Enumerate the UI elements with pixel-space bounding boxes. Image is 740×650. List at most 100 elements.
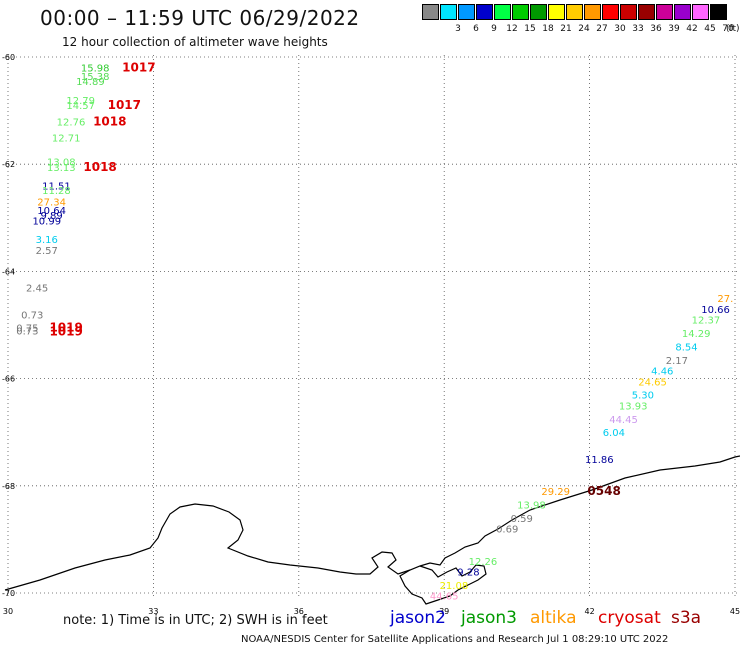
wave-height-label: 12.76 (57, 117, 86, 128)
scale-label: 42 (686, 24, 698, 34)
scale-swatch (638, 4, 655, 20)
satellite-altika: altika (530, 608, 577, 628)
scale-swatch (656, 4, 673, 20)
lat-tick-label: -68 (2, 482, 15, 491)
scale-swatch (458, 4, 475, 20)
scale-label: 30 (614, 24, 626, 34)
wave-height-label: 9.89 (40, 211, 62, 222)
scale-label: 18 (542, 24, 554, 34)
wave-height-label: 0.59 (511, 514, 533, 525)
scale-label: 36 (650, 24, 662, 34)
pressure-label: 1017 (122, 61, 155, 75)
wave-height-label: 27. (717, 294, 733, 305)
scale-swatch (548, 4, 565, 20)
wave-height-label: 9.28 (457, 568, 479, 579)
pressure-label: 1019 (49, 321, 82, 335)
wave-height-label: 11.28 (42, 186, 71, 197)
lon-tick-label: 39 (439, 607, 449, 616)
wave-height-label: 14.57 (66, 101, 95, 112)
scale-swatch (440, 4, 457, 20)
legend-note: note: 1) Time is in UTC; 2) SWH is in fe… (63, 613, 328, 628)
lon-tick-label: 30 (3, 607, 13, 616)
scale-label: 45 (704, 24, 716, 34)
wave-height-label: 10.66 (701, 305, 730, 316)
wave-height-label: 6.04 (603, 428, 625, 439)
scale-label: 21 (560, 24, 572, 34)
lon-tick-label: 36 (294, 607, 304, 616)
coastline (4, 455, 740, 605)
wave-height-label: 13.93 (619, 401, 648, 412)
lat-tick-label: -66 (2, 375, 15, 384)
scale-label: 27 (596, 24, 608, 34)
page-subtitle: 12 hour collection of altimeter wave hei… (62, 35, 328, 49)
lat-tick-label: -60 (2, 53, 15, 62)
wave-height-label: 10.99 (32, 216, 61, 227)
wave-height-label: 4.46 (651, 367, 673, 378)
satellite-s3a: s3a (671, 608, 702, 628)
wave-height-label: 12.37 (692, 316, 721, 327)
scale-unit-label: (ft) (726, 24, 740, 34)
scale-swatch (476, 4, 493, 20)
scale-swatch (512, 4, 529, 20)
scale-swatch (422, 4, 439, 20)
scale-label: 70 (722, 24, 734, 34)
pressure-label: 1018 (93, 114, 126, 128)
scale-label: 15 (524, 24, 536, 34)
footer-credit: NOAA/NESDIS Center for Satellite Applica… (241, 634, 669, 645)
wave-height-label: 21.08 (440, 581, 469, 592)
pressure-label: 1017 (108, 98, 141, 112)
wave-height-label: 29.29 (541, 487, 570, 498)
scale-label: 12 (506, 24, 518, 34)
wave-height-label: 5.30 (632, 391, 654, 402)
wave-height-label: 12.26 (469, 557, 498, 568)
scale-label: 24 (578, 24, 590, 34)
wave-height-label: 11.51 (42, 182, 71, 193)
lon-tick-label: 45 (730, 607, 740, 616)
wave-height-label: 24.65 (638, 377, 667, 388)
wave-height-label: 44.65 (430, 592, 459, 603)
lat-tick-label: -64 (2, 267, 15, 276)
lon-tick-label: 42 (585, 607, 595, 616)
wave-height-label: 11.86 (585, 455, 614, 466)
wave-height-label: 2.57 (36, 246, 58, 257)
scale-label: 33 (632, 24, 644, 34)
wave-height-label: 15.38 (81, 72, 110, 83)
scale-label: 9 (491, 24, 497, 34)
pressure-label: 1019 (49, 324, 82, 338)
coastline-path (4, 455, 740, 591)
scale-swatch (530, 4, 547, 20)
wave-height-label: 13.13 (47, 163, 76, 174)
wave-height-label: 12.71 (52, 133, 81, 144)
wave-height-label: 27.34 (37, 198, 66, 209)
wave-height-label: 8.54 (675, 342, 697, 353)
scale-swatch (584, 4, 601, 20)
wave-height-label: 13.98 (517, 501, 546, 512)
lat-tick-label: -62 (2, 160, 15, 169)
scale-swatch (566, 4, 583, 20)
scale-swatch (494, 4, 511, 20)
map-grid: 30 33 36 39 42 45 -60 -62 -64 -66 -68 -70 (2, 53, 740, 616)
wave-height-label: 0.73 (21, 310, 43, 321)
wave-height-label: 13.08 (47, 158, 76, 169)
pressure-label: 0548 (587, 484, 620, 498)
satellite-cryosat: cryosat (598, 608, 661, 628)
lat-tick-label: -70 (2, 589, 15, 598)
scale-label: 39 (668, 24, 680, 34)
wave-height-label: 2.45 (26, 283, 48, 294)
scale-label: 3 (455, 24, 461, 34)
wave-height-label: 14.29 (682, 329, 711, 340)
wave-height-label: 0.69 (496, 525, 518, 536)
wave-height-label: 0.75 (16, 324, 38, 335)
scale-swatch (620, 4, 637, 20)
wave-height-label: 15.98 (81, 64, 110, 75)
scale-swatch (674, 4, 691, 20)
wave-height-label: 44.45 (609, 415, 638, 426)
scale-swatch (602, 4, 619, 20)
pressure-label: 1018 (83, 160, 116, 174)
scale-label: 6 (473, 24, 479, 34)
coastline-bay-path (399, 564, 487, 605)
satellite-jason2: jason2 (390, 608, 446, 628)
wave-height-label: 14.89 (76, 77, 105, 88)
wave-height-label: 12.79 (66, 96, 95, 107)
